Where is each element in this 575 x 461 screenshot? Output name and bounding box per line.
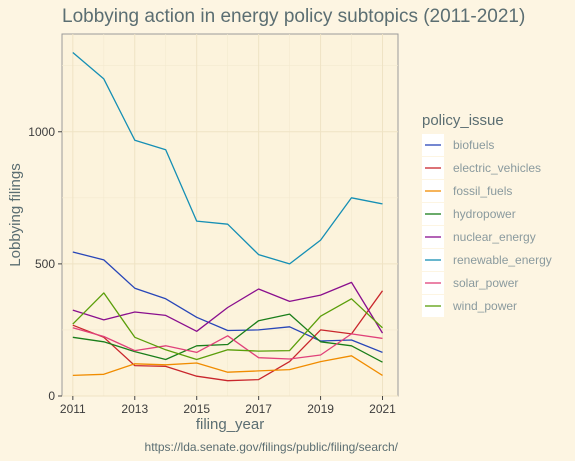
legend-label-biofuels: biofuels — [453, 138, 494, 152]
y-tick-label: 500 — [35, 257, 55, 271]
series-line-hydropower — [72, 313, 383, 363]
x-tick-label: 2011 — [60, 402, 86, 416]
y-axis-title: Lobbying filings — [7, 163, 24, 266]
x-tick-label: 2017 — [245, 402, 272, 416]
series-line-fossil_fuels — [72, 355, 383, 377]
y-tick-label: 0 — [48, 389, 55, 403]
legend-label-fossil_fuels: fossil_fuels — [453, 184, 512, 198]
legend-label-electric_vehicles: electric_vehicles — [453, 161, 541, 175]
legend-label-renewable_energy: renewable_energy — [453, 253, 552, 267]
legend: biofuels electric_vehicles fossil_fuelshyd… — [422, 134, 552, 317]
series-line-renewable_energy — [72, 52, 383, 265]
x-tick-label: 2015 — [183, 402, 210, 416]
y-tick-label: 1000 — [28, 125, 55, 139]
x-tick-label: 2021 — [369, 402, 396, 416]
series-line-solar_power — [72, 327, 383, 360]
legend-label-solar_power: solar_power — [453, 276, 518, 290]
legend-label-nuclear_energy: nuclear_energy — [453, 230, 536, 244]
series-line-wind_power — [72, 292, 383, 361]
chart-title: Lobbying action in energy policy subtopi… — [62, 6, 525, 27]
x-tick-label: 2013 — [121, 402, 148, 416]
caption: https://lda.senate.gov/filings/public/fi… — [145, 440, 399, 454]
series-line-biofuels — [72, 251, 383, 354]
legend-title: policy_issue — [422, 112, 504, 129]
plot-panel — [61, 33, 399, 397]
series-lines — [72, 52, 384, 382]
x-tick-label: 2019 — [307, 402, 334, 416]
series-line-electric_vehicles — [72, 290, 384, 382]
legend-label-wind_power: wind_power — [452, 299, 517, 313]
axes: 2011 2013 2015 2017 2019 2021 0 500 1000 — [28, 125, 396, 416]
legend-label-hydropower: hydropower — [453, 207, 516, 221]
series-line-nuclear_energy — [72, 281, 384, 334]
x-axis-title: filing_year — [196, 416, 264, 433]
